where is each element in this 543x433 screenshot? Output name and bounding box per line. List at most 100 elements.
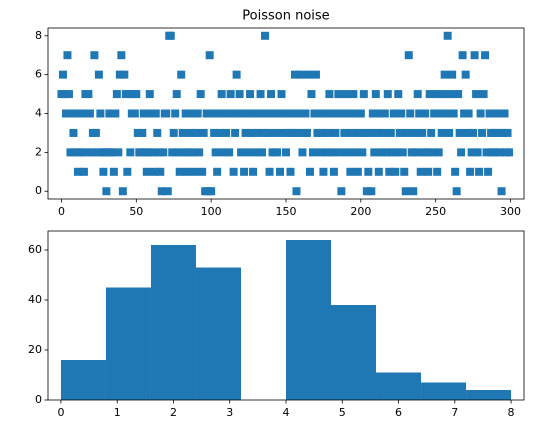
- x-tick-label: 50: [129, 205, 143, 218]
- point: [377, 148, 386, 157]
- point: [286, 167, 295, 176]
- point: [308, 148, 317, 157]
- point: [440, 70, 449, 79]
- point: [337, 187, 346, 196]
- point: [159, 148, 168, 157]
- point: [431, 90, 440, 99]
- point: [433, 167, 442, 176]
- point: [76, 148, 85, 157]
- point: [427, 128, 436, 137]
- point: [214, 109, 223, 118]
- x-tick-label: 100: [201, 205, 222, 218]
- point: [225, 148, 234, 157]
- point: [451, 167, 460, 176]
- point: [430, 109, 439, 118]
- point: [505, 148, 514, 157]
- point: [380, 109, 389, 118]
- y-tick-label: 20: [28, 343, 42, 356]
- point: [358, 148, 367, 157]
- point: [473, 148, 482, 157]
- point: [139, 109, 148, 118]
- point: [138, 128, 147, 137]
- point: [240, 167, 249, 176]
- point: [210, 128, 219, 137]
- point: [157, 187, 166, 196]
- point: [503, 128, 512, 137]
- point: [136, 148, 145, 157]
- point: [317, 128, 326, 137]
- point: [371, 90, 380, 99]
- point: [85, 109, 94, 118]
- point: [413, 90, 422, 99]
- point: [175, 167, 184, 176]
- point: [186, 128, 195, 137]
- point: [226, 90, 235, 99]
- point: [289, 109, 298, 118]
- point: [343, 148, 352, 157]
- point: [460, 109, 469, 118]
- point: [472, 90, 481, 99]
- point: [147, 109, 156, 118]
- point: [463, 128, 472, 137]
- point: [346, 167, 355, 176]
- point: [389, 109, 398, 118]
- point: [246, 90, 255, 99]
- point: [442, 109, 451, 118]
- y-tick-label: 2: [35, 145, 42, 158]
- point: [355, 128, 364, 137]
- point: [422, 148, 431, 157]
- point: [244, 148, 253, 157]
- point: [153, 128, 162, 137]
- point: [496, 148, 505, 157]
- point: [443, 31, 452, 40]
- point: [373, 128, 382, 137]
- point: [207, 187, 216, 196]
- point: [292, 187, 301, 196]
- point: [476, 109, 485, 118]
- point: [94, 70, 103, 79]
- point: [478, 128, 487, 137]
- point: [91, 128, 100, 137]
- point: [235, 90, 244, 99]
- point: [328, 148, 337, 157]
- point: [446, 90, 455, 99]
- point: [222, 128, 231, 137]
- point: [237, 148, 246, 157]
- x-tick-label: 3: [226, 406, 233, 419]
- point: [434, 148, 443, 157]
- point: [264, 128, 273, 137]
- point: [436, 109, 445, 118]
- point: [296, 70, 305, 79]
- point: [458, 51, 467, 60]
- point: [171, 109, 180, 118]
- point: [400, 167, 409, 176]
- point: [190, 167, 199, 176]
- point: [96, 109, 105, 118]
- point: [183, 167, 192, 176]
- point: [90, 51, 99, 60]
- point: [232, 70, 241, 79]
- point: [73, 167, 82, 176]
- point: [189, 148, 198, 157]
- point: [379, 128, 388, 137]
- point: [295, 109, 304, 118]
- point: [290, 70, 299, 79]
- point: [437, 128, 446, 137]
- point: [325, 90, 334, 99]
- point: [249, 167, 258, 176]
- point: [99, 167, 108, 176]
- y-tick-label: 0: [35, 393, 42, 406]
- point: [365, 128, 374, 137]
- point: [415, 109, 424, 118]
- point: [394, 90, 403, 99]
- point: [439, 90, 448, 99]
- y-tick-label: 6: [35, 68, 42, 81]
- point: [180, 148, 189, 157]
- y-tick-label: 60: [28, 243, 42, 256]
- point: [391, 167, 400, 176]
- point: [256, 90, 265, 99]
- point: [69, 128, 78, 137]
- point: [130, 109, 139, 118]
- point: [302, 128, 311, 137]
